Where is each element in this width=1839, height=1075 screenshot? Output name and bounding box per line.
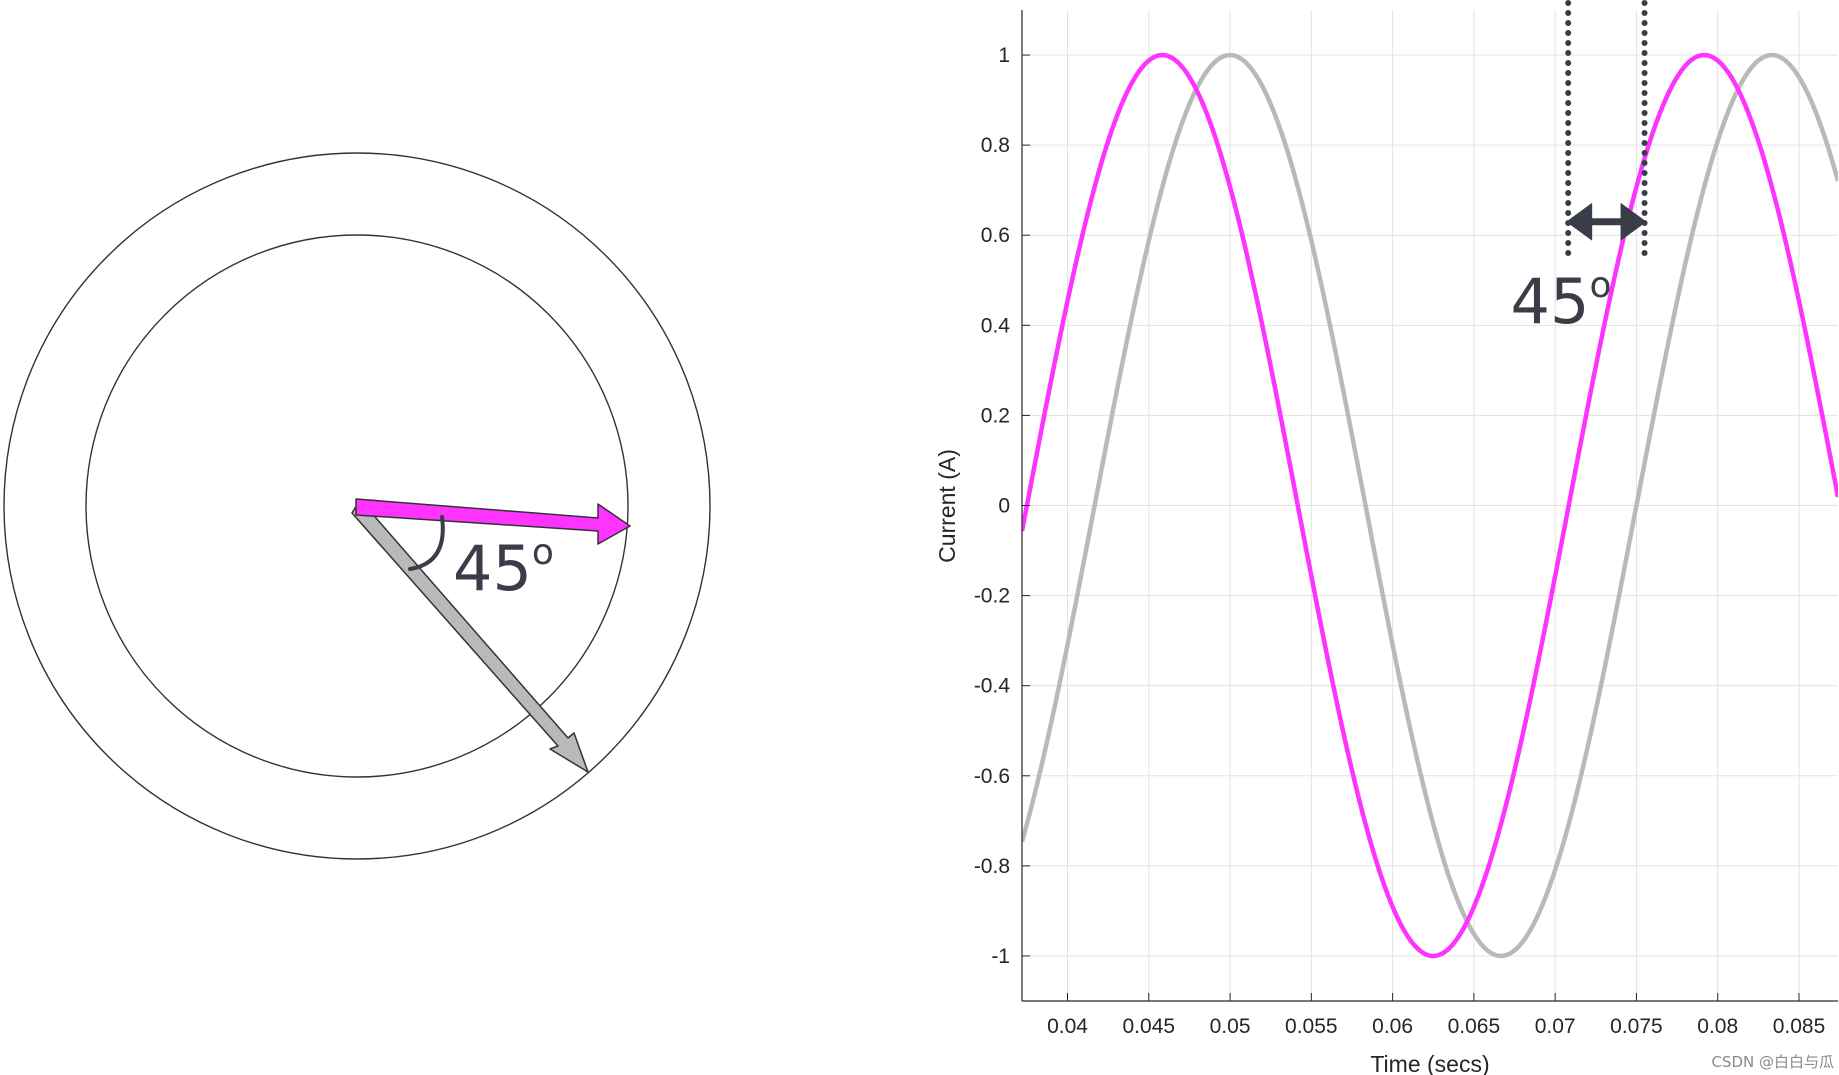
y-tick-label: 0.4: [981, 314, 1011, 337]
x-tick-label: 0.055: [1285, 1015, 1338, 1038]
annotation-degree-symbol: o: [1589, 265, 1611, 306]
x-tick-label: 0.085: [1773, 1015, 1826, 1038]
y-tick-label: 1: [998, 44, 1010, 67]
x-tick-label: 0.08: [1697, 1015, 1738, 1038]
series-line-2: [1022, 52, 1838, 959]
x-tick-label: 0.06: [1372, 1015, 1413, 1038]
series-line-1: [1022, 52, 1838, 959]
grid-lines: [1022, 10, 1838, 1001]
y-tick-label: 0.8: [981, 134, 1010, 157]
watermark: CSDN @白白与瓜: [1711, 1053, 1834, 1071]
phasor-angle-label: 45o: [453, 532, 554, 605]
phase-shift-label: 45o: [1511, 265, 1612, 338]
x-tick-label: 0.045: [1123, 1015, 1176, 1038]
phase-shift-annotation: [1565, 0, 1648, 257]
angle-arc: [408, 515, 445, 571]
y-tick-label: -0.4: [974, 675, 1011, 698]
x-tick-label: 0.075: [1610, 1015, 1663, 1038]
y-tick-label: 0.6: [981, 224, 1010, 247]
y-tick-label: 0: [998, 495, 1010, 518]
phase-arrow-right-head: [1620, 202, 1647, 241]
y-tick-label: -1: [991, 945, 1010, 968]
series-group: [1022, 52, 1838, 959]
y-tick-label: -0.8: [974, 855, 1010, 878]
x-tick-labels: 0.04 0.045 0.05 0.055 0.06 0.065 0.07 0.075 0.08…: [1047, 1015, 1825, 1038]
waveform-chart: 0.04 0.045 0.05 0.055 0.06 0.065 0.07 0.075 0.08…: [934, 0, 1838, 1075]
y-tick-labels: 1 0.8 0.6 0.4 0.2 0 -0.2 -0.4 -0.6 -0.8 -1: [974, 44, 1011, 968]
axes: [1021, 10, 1838, 1002]
y-axis-label: Current (A): [934, 449, 960, 563]
x-tick-label: 0.05: [1210, 1015, 1251, 1038]
y-tick-label: 0.2: [981, 404, 1010, 427]
degree-symbol: o: [532, 532, 554, 573]
x-tick-label: 0.04: [1047, 1015, 1088, 1038]
inner-circle: [85, 234, 629, 778]
outer-circle: [3, 152, 711, 860]
x-axis-label: Time (secs): [1370, 1051, 1489, 1075]
y-tick-label: -0.6: [974, 765, 1010, 788]
phase-arrow-left-head: [1566, 202, 1593, 241]
x-tick-label: 0.065: [1448, 1015, 1501, 1038]
x-tick-label: 0.07: [1535, 1015, 1576, 1038]
y-tick-label: -0.2: [974, 585, 1010, 608]
reference-phasor-arrow: [355, 498, 631, 545]
phasor-diagram: 45o: [3, 152, 711, 860]
